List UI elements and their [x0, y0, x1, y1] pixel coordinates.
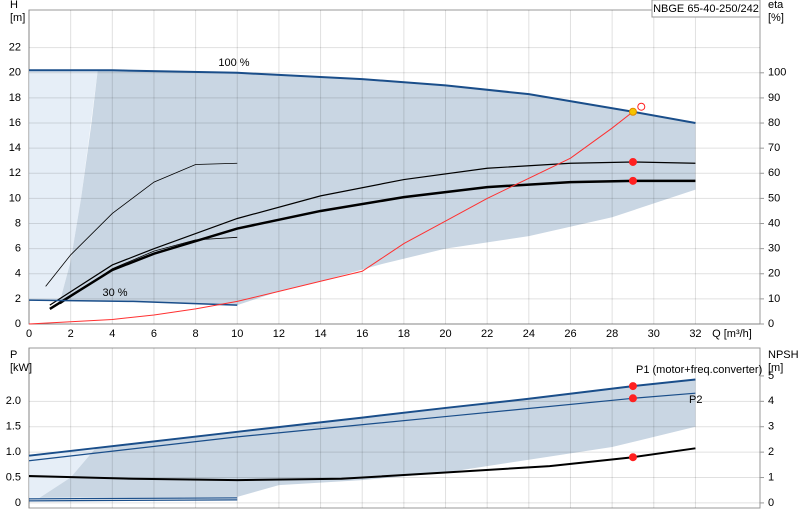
y2-tick-label: 60: [768, 167, 780, 179]
y2-tick-label: 5: [768, 370, 774, 382]
curve: [28, 447, 696, 482]
x-tick-label: 10: [231, 328, 243, 340]
curve: [49, 161, 696, 306]
x-tick-label: 18: [398, 328, 410, 340]
curve-label: 30 %: [102, 287, 127, 299]
operating-range: [29, 70, 98, 301]
plot-area: [28, 347, 761, 509]
y-tick-label: 12: [9, 167, 21, 179]
y2-tick-label: 90: [768, 92, 780, 104]
y2-tick-label: 0: [768, 497, 774, 509]
curve-label: 100 %: [218, 57, 249, 69]
y-tick-label: 6: [15, 243, 21, 255]
curve-label: P2: [689, 394, 702, 406]
curve: [29, 69, 696, 125]
x-tick-label: 0: [26, 328, 32, 340]
x-tick-label: 16: [356, 328, 368, 340]
x-tick-label: 12: [273, 328, 285, 340]
y-tick-label: 4: [15, 268, 21, 280]
x-tick-label: 32: [689, 328, 701, 340]
curve: [28, 497, 238, 500]
y2-axis-label: [m]: [768, 362, 783, 374]
operating-range: [29, 448, 96, 498]
x-tick-label: 24: [523, 328, 535, 340]
x-tick-label: 20: [439, 328, 451, 340]
y2-tick-label: 100: [768, 67, 786, 79]
y-axis-label: P: [10, 349, 17, 361]
x-tick-label: 30: [648, 328, 660, 340]
y-tick-label: 16: [9, 117, 21, 129]
duty-point: [628, 157, 637, 166]
curve: [28, 499, 238, 502]
curve: [28, 392, 696, 462]
curve: [60, 236, 238, 305]
y2-tick-label: 80: [768, 117, 780, 129]
y-tick-label: 8: [15, 217, 21, 229]
y-axis-label: [m]: [10, 12, 25, 24]
duty-point: [628, 107, 637, 116]
y-tick-label: 22: [9, 42, 21, 54]
y2-tick-label: 4: [768, 395, 774, 407]
x-tick-label: 14: [314, 328, 326, 340]
x-tick-label: 22: [481, 328, 493, 340]
y-tick-label: 18: [9, 92, 21, 104]
y2-axis-label: NPSH: [768, 349, 799, 361]
curve: [28, 378, 696, 457]
y2-tick-label: 70: [768, 142, 780, 154]
x-tick-label: 8: [193, 328, 199, 340]
y2-tick-label: 1: [768, 471, 774, 483]
y2-tick-label: 0: [768, 318, 774, 330]
operating-range: [60, 70, 696, 306]
duty-point: [628, 453, 637, 462]
duty-point: [637, 102, 646, 111]
y-axis-label: H: [10, 0, 18, 11]
y2-tick-label: 2: [768, 446, 774, 458]
y-tick-label: 2: [15, 293, 21, 305]
duty-point: [628, 382, 637, 391]
x-tick-label: 2: [68, 328, 74, 340]
x-tick-label: 4: [109, 328, 115, 340]
title-box: [651, 0, 761, 18]
y2-tick-label: 30: [768, 243, 780, 255]
y-tick-label: 1.5: [6, 421, 21, 433]
y2-axis-label: [%]: [768, 12, 784, 24]
x-tick-label: 6: [151, 328, 157, 340]
x-tick-label: 28: [606, 328, 618, 340]
y-tick-label: 20: [9, 67, 21, 79]
x-tick-label: 26: [564, 328, 576, 340]
y-tick-label: 0: [15, 318, 21, 330]
duty-point: [628, 394, 637, 403]
y2-tick-label: 40: [768, 217, 780, 229]
chart-title: NBGE 65-40-250/242: [653, 3, 759, 15]
curve-label: P1 (motor+freq.converter): [636, 364, 762, 376]
duty-point: [628, 176, 637, 185]
y2-tick-label: 20: [768, 268, 780, 280]
plot-area: [28, 9, 761, 325]
curve: [45, 162, 238, 287]
y-tick-label: 0.5: [6, 471, 21, 483]
curve: [49, 179, 696, 310]
y-tick-label: 0: [15, 497, 21, 509]
y-tick-label: 14: [9, 142, 21, 154]
y2-axis-label: eta: [768, 0, 784, 11]
y-tick-label: 1.0: [6, 446, 21, 458]
curve: [28, 299, 238, 306]
operating-range: [39, 379, 696, 498]
y2-tick-label: 10: [768, 293, 780, 305]
y-axis-label: [kW]: [10, 362, 32, 374]
y-tick-label: 10: [9, 192, 21, 204]
y-tick-label: 2.0: [6, 395, 21, 407]
y2-tick-label: 3: [768, 421, 774, 433]
y2-tick-label: 50: [768, 192, 780, 204]
x-axis-label: Q [m³/h]: [712, 328, 752, 340]
curve: [28, 111, 634, 325]
